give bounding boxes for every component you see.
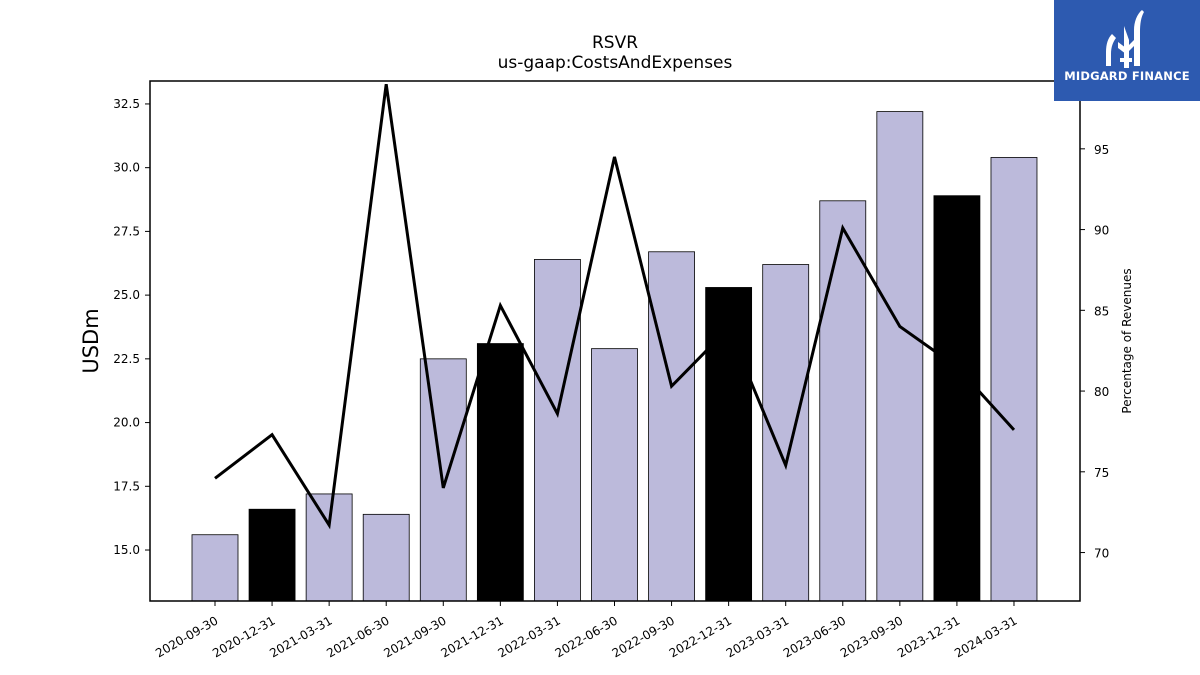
bar-2022-09-30 xyxy=(648,251,695,602)
x-tick-label: 2022-09-30 xyxy=(610,613,677,660)
x-tick-label: 2021-12-31 xyxy=(438,613,505,660)
x-tick-label: 2021-03-31 xyxy=(267,613,334,660)
x-tick-label: 2020-09-30 xyxy=(153,613,220,660)
bar-2021-12-31 xyxy=(476,343,524,602)
bar-2022-06-30 xyxy=(591,348,638,602)
y-tick-label: 32.5 xyxy=(113,97,140,111)
bar-2021-03-31 xyxy=(305,493,353,602)
bar-2023-09-30 xyxy=(876,111,924,602)
bar-2021-06-30 xyxy=(362,513,410,602)
x-tick-label: 2023-06-30 xyxy=(781,613,848,660)
y-tick-label: 25.0 xyxy=(113,288,140,302)
x-tick-label: 2020-12-31 xyxy=(210,613,277,660)
percentage-of-revenues-line xyxy=(214,84,1016,530)
x-axis: 2020-09-302020-12-312021-03-312021-06-30… xyxy=(153,601,1019,660)
y-axis-left: 15.0 17.5 20.0 22.5 25.0 27.5 30.0 32.5 xyxy=(113,97,150,557)
x-tick-label: 2022-06-30 xyxy=(553,613,620,660)
y-tick-label: 20.0 xyxy=(113,416,140,430)
x-tick-label: 2022-12-31 xyxy=(667,613,734,660)
bar-2023-06-30 xyxy=(819,200,867,602)
chart-subtitle: us-gaap:CostsAndExpenses xyxy=(498,53,733,73)
bar-2022-12-31 xyxy=(705,287,753,602)
x-tick-label: 2021-09-30 xyxy=(381,613,448,660)
bar-2022-03-31 xyxy=(534,259,581,602)
bar-2023-03-31 xyxy=(762,264,810,602)
chart-title: RSVR xyxy=(592,33,638,53)
plot-frame xyxy=(149,80,1081,602)
bars-group xyxy=(191,111,1038,602)
x-tick-label: 2023-09-30 xyxy=(838,613,905,660)
x-tick-label: 2021-06-30 xyxy=(324,613,391,660)
midgard-finance-logo-icon xyxy=(1106,10,1144,68)
bar-2020-09-30 xyxy=(191,534,239,602)
bar-2024-03-31 xyxy=(990,157,1038,602)
x-tick-label: 2023-12-31 xyxy=(895,613,962,660)
x-tick-label: 2023-03-31 xyxy=(724,613,791,660)
y2-tick-label: 85 xyxy=(1094,304,1109,318)
y-tick-label: 15.0 xyxy=(113,543,140,557)
y2-tick-label: 90 xyxy=(1094,224,1109,238)
x-tick-label: 2024-03-31 xyxy=(952,613,1019,660)
brand-logo-text: MIDGARD FINANCE xyxy=(1064,69,1190,83)
y-axis-label-left: USDm xyxy=(79,308,103,373)
bar-2020-12-31 xyxy=(248,508,296,602)
brand-logo: MIDGARD FINANCE xyxy=(1054,0,1200,101)
y-tick-label: 22.5 xyxy=(113,352,140,366)
x-tick-label: 2022-03-31 xyxy=(496,613,563,660)
y-tick-label: 27.5 xyxy=(113,224,140,238)
y2-tick-label: 80 xyxy=(1094,385,1109,399)
y-axis-right: 70 75 80 85 90 95 xyxy=(1080,143,1109,561)
y-tick-label: 30.0 xyxy=(113,161,140,175)
line-group xyxy=(214,84,1016,530)
y-axis-label-right: Percentage of Revenues xyxy=(1120,268,1134,413)
y2-tick-label: 70 xyxy=(1094,547,1109,561)
y-tick-label: 17.5 xyxy=(113,479,140,493)
y2-tick-label: 75 xyxy=(1094,466,1109,480)
bar-2023-12-31 xyxy=(933,195,981,602)
y2-tick-label: 95 xyxy=(1094,143,1109,157)
